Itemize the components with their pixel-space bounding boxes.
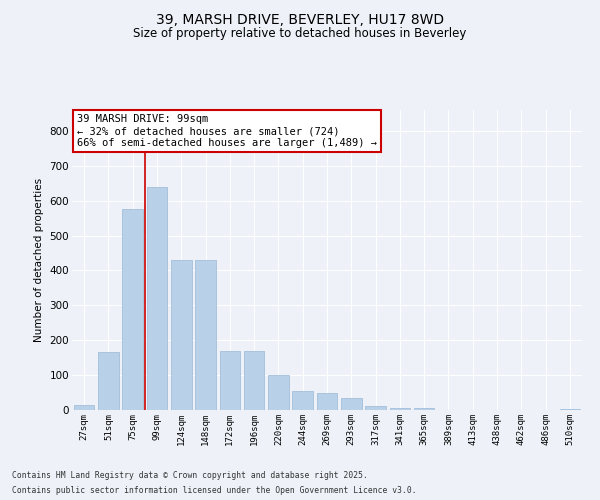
Bar [317,392,337,410]
Bar [341,398,362,410]
Bar [389,408,410,410]
Text: Size of property relative to detached houses in Beverley: Size of property relative to detached ho… [133,28,467,40]
Bar [268,375,289,410]
Bar [146,186,167,410]
Bar [414,408,434,410]
Bar [195,260,216,410]
Bar [74,405,94,410]
Bar [122,210,143,410]
Bar [171,260,191,410]
Text: 39 MARSH DRIVE: 99sqm
← 32% of detached houses are smaller (724)
66% of semi-det: 39 MARSH DRIVE: 99sqm ← 32% of detached … [77,114,377,148]
Bar [292,391,313,410]
Bar [220,350,240,410]
Text: 39, MARSH DRIVE, BEVERLEY, HU17 8WD: 39, MARSH DRIVE, BEVERLEY, HU17 8WD [156,12,444,26]
Y-axis label: Number of detached properties: Number of detached properties [34,178,44,342]
Text: Contains HM Land Registry data © Crown copyright and database right 2025.: Contains HM Land Registry data © Crown c… [12,471,368,480]
Bar [560,409,580,410]
Bar [98,352,119,410]
Bar [365,406,386,410]
Bar [244,350,265,410]
Text: Contains public sector information licensed under the Open Government Licence v3: Contains public sector information licen… [12,486,416,495]
